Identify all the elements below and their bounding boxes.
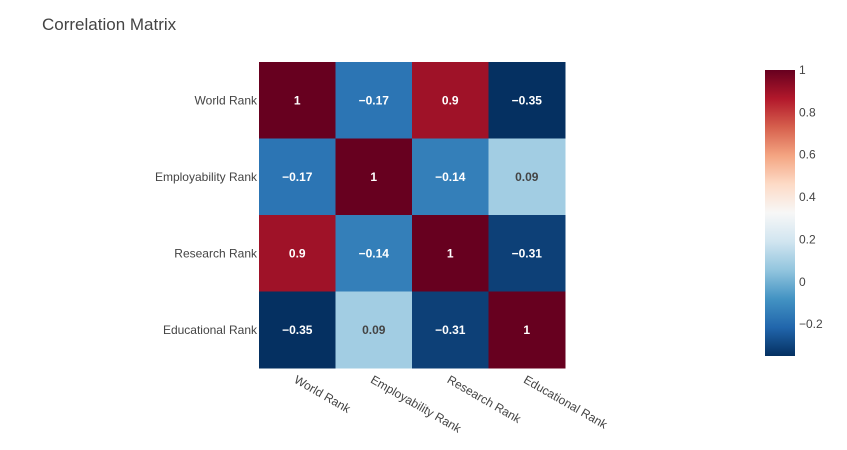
heatmap-cell xyxy=(335,215,413,292)
cell-value-label: −0.14 xyxy=(359,246,390,260)
cell-value-label: −0.35 xyxy=(282,323,313,337)
colorbar: 1 0.8 0.6 0.4 0.2 0 −0.2 xyxy=(765,63,823,356)
cell-value-label: 1 xyxy=(294,93,301,107)
colorbar-tick-label: 0.8 xyxy=(799,105,816,119)
cell-value-label: 0.09 xyxy=(362,323,386,337)
heatmap-cell xyxy=(259,62,336,139)
heatmap-cell xyxy=(335,291,413,369)
cell-value-label: −0.31 xyxy=(435,323,466,337)
x-tick-label: Educational Rank xyxy=(521,372,610,432)
heatmap-cell xyxy=(412,138,489,216)
heatmap-cell xyxy=(259,291,336,369)
cell-value-label: −0.31 xyxy=(512,246,543,260)
cell-value-label: −0.17 xyxy=(282,170,313,184)
cell-value-label: −0.14 xyxy=(435,170,466,184)
heatmap-cell xyxy=(488,62,566,139)
y-tick-label: World Rank xyxy=(195,93,258,107)
y-axis-labels: World Rank Employability Rank Research Ran… xyxy=(155,93,258,337)
colorbar-tick-label: 0 xyxy=(799,275,806,289)
heatmap-cell xyxy=(335,138,413,216)
heatmap-cell xyxy=(488,215,566,292)
cell-value-label: 0.9 xyxy=(442,93,459,107)
cell-value-label: −0.17 xyxy=(359,93,390,107)
cell-value-label: 1 xyxy=(370,170,377,184)
y-tick-label: Research Rank xyxy=(174,246,258,260)
y-tick-label: Employability Rank xyxy=(155,170,258,184)
colorbar-tick-label: −0.2 xyxy=(799,317,823,331)
heatmap-cell xyxy=(335,62,413,139)
heatmap-cell xyxy=(412,291,489,369)
heatmap-cell xyxy=(488,138,566,216)
y-tick-label: Educational Rank xyxy=(163,323,258,337)
cell-value-label: 1 xyxy=(447,246,454,260)
cell-value-label: 0.9 xyxy=(289,246,306,260)
colorbar-tick-label: 0.4 xyxy=(799,190,816,204)
x-tick-label: World Rank xyxy=(292,372,354,416)
colorbar-tick-label: 0.2 xyxy=(799,232,816,246)
heatmap-cells: 1 −0.17 0.9 −0.35 −0.17 1 −0.14 0.09 0.9 −0.14 1 −0… xyxy=(259,62,566,369)
cell-value-label: −0.35 xyxy=(512,93,543,107)
colorbar-tick-label: 0.6 xyxy=(799,148,816,162)
heatmap-cell xyxy=(259,215,336,292)
cell-value-label: 0.09 xyxy=(515,170,539,184)
heatmap-cell xyxy=(412,215,489,292)
heatmap-cell xyxy=(488,291,566,369)
chart-title: Correlation Matrix xyxy=(42,15,177,34)
cell-value-label: 1 xyxy=(523,323,530,337)
heatmap-cell xyxy=(412,62,489,139)
colorbar-tick-label: 1 xyxy=(799,63,806,77)
heatmap-cell xyxy=(259,138,336,216)
colorbar-gradient xyxy=(765,70,795,356)
